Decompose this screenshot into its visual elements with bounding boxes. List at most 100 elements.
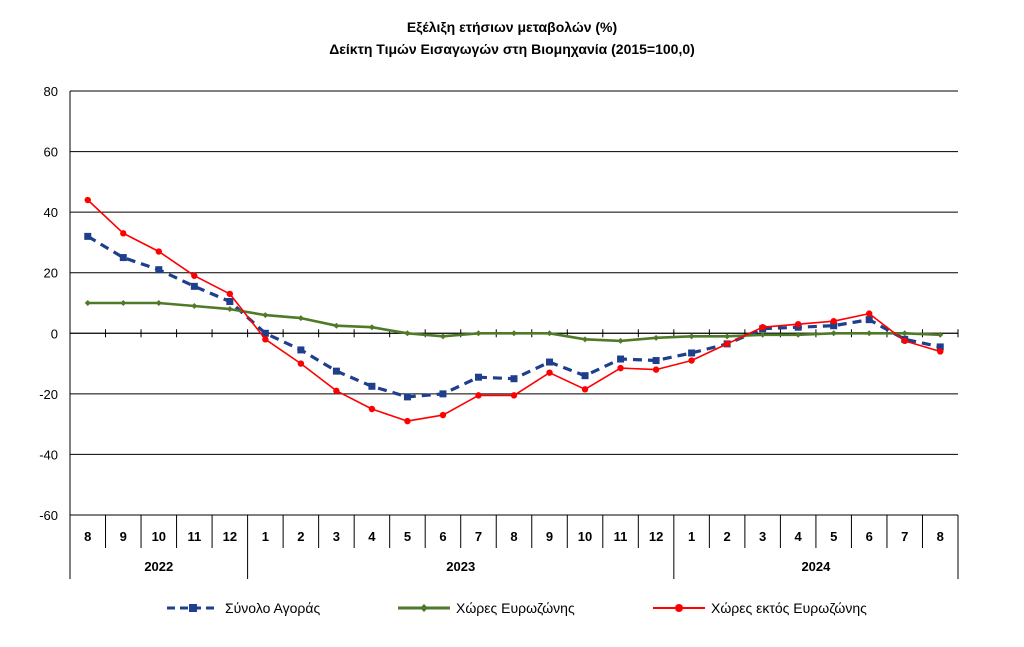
x-tick-label: 10 bbox=[152, 529, 166, 544]
data-point-eurozone bbox=[120, 300, 127, 306]
legend-swatch-non-eurozone bbox=[653, 604, 705, 612]
data-point-total-market bbox=[119, 254, 127, 262]
x-tick-label: 1 bbox=[262, 529, 269, 544]
data-point-non-eurozone bbox=[688, 357, 695, 364]
chart-title-block: Εξέλιξη ετήσιων μεταβολών (%) Δείκτη Τιμ… bbox=[0, 16, 1024, 60]
data-point-total-market bbox=[261, 329, 269, 337]
data-point-total-market bbox=[155, 266, 163, 274]
data-point-eurozone bbox=[759, 331, 766, 338]
data-point-non-eurozone bbox=[226, 290, 234, 298]
data-point-eurozone bbox=[866, 330, 873, 337]
data-point-total-market bbox=[546, 358, 554, 366]
data-point-total-market bbox=[581, 372, 589, 380]
x-tick-label: 2 bbox=[724, 529, 731, 544]
data-point-non-eurozone bbox=[262, 336, 269, 343]
data-point-non-eurozone bbox=[439, 411, 447, 419]
data-point-non-eurozone bbox=[510, 392, 518, 399]
data-point-non-eurozone bbox=[333, 387, 340, 395]
data-point-non-eurozone bbox=[404, 417, 411, 425]
x-tick-label: 4 bbox=[795, 529, 803, 544]
data-point-eurozone bbox=[795, 331, 802, 338]
data-point-eurozone bbox=[84, 300, 91, 306]
y-tick-label: 0 bbox=[51, 326, 58, 341]
data-point-total-market bbox=[190, 282, 198, 290]
legend-label-eurozone: Χώρες Ευρωζώνης bbox=[456, 600, 575, 616]
y-tick-label: 60 bbox=[44, 145, 58, 160]
chart-legend: Σύνολο Αγοράς Χώρες Ευρωζώνης Χώρες εκτό… bbox=[0, 600, 1024, 622]
year-label: 2024 bbox=[801, 559, 831, 574]
data-point-non-eurozone bbox=[581, 386, 589, 393]
data-point-total-market bbox=[652, 357, 660, 365]
year-label: 2022 bbox=[144, 559, 173, 574]
x-tick-label: 9 bbox=[546, 529, 553, 544]
data-point-non-eurozone bbox=[191, 272, 198, 279]
x-tick-label: 11 bbox=[614, 529, 628, 544]
legend-item-non-eurozone: Χώρες εκτός Ευρωζώνης bbox=[653, 600, 867, 616]
data-point-total-market bbox=[368, 382, 376, 390]
y-tick-label: -60 bbox=[39, 508, 58, 523]
data-point-total-market bbox=[617, 355, 625, 363]
data-point-non-eurozone bbox=[155, 248, 162, 255]
data-point-eurozone bbox=[511, 330, 517, 337]
x-tick-label: 11 bbox=[187, 529, 201, 544]
data-point-non-eurozone bbox=[901, 337, 908, 345]
data-point-eurozone bbox=[368, 324, 375, 331]
data-point-non-eurozone bbox=[297, 360, 305, 367]
y-tick-label: -20 bbox=[39, 387, 58, 402]
data-point-eurozone bbox=[333, 322, 340, 329]
data-point-total-market bbox=[474, 373, 482, 381]
data-point-non-eurozone bbox=[830, 317, 837, 325]
legend-label-non-eurozone: Χώρες εκτός Ευρωζώνης bbox=[711, 600, 867, 616]
x-tick-label: 2 bbox=[297, 529, 304, 544]
data-point-eurozone bbox=[901, 330, 908, 337]
legend-item-eurozone: Χώρες Ευρωζώνης bbox=[398, 600, 575, 616]
y-tick-label: -40 bbox=[39, 447, 58, 462]
data-point-non-eurozone bbox=[866, 310, 873, 317]
x-tick-label: 9 bbox=[120, 529, 127, 544]
data-point-total-market bbox=[332, 367, 340, 375]
data-point-eurozone bbox=[262, 312, 269, 319]
x-tick-label: 1 bbox=[688, 529, 695, 544]
data-point-non-eurozone bbox=[617, 364, 624, 372]
data-point-eurozone bbox=[439, 333, 446, 340]
x-tick-label: 12 bbox=[223, 529, 237, 544]
x-tick-label: 7 bbox=[901, 529, 908, 544]
legend-label-total-market: Σύνολο Αγοράς bbox=[225, 600, 321, 616]
data-point-non-eurozone bbox=[652, 366, 660, 373]
data-point-eurozone bbox=[617, 337, 624, 344]
data-point-eurozone bbox=[653, 334, 660, 341]
x-tick-label: 8 bbox=[84, 529, 91, 544]
data-point-non-eurozone bbox=[546, 369, 553, 376]
x-tick-label: 12 bbox=[649, 529, 663, 544]
series-line-non-eurozone bbox=[87, 199, 941, 422]
x-tick-label: 10 bbox=[578, 529, 592, 544]
data-point-total-market bbox=[439, 390, 447, 398]
y-tick-label: 40 bbox=[44, 205, 58, 220]
data-point-non-eurozone bbox=[794, 321, 802, 328]
data-point-total-market bbox=[936, 343, 944, 351]
data-point-eurozone bbox=[937, 331, 944, 338]
data-point-eurozone bbox=[582, 336, 589, 343]
data-point-eurozone bbox=[688, 333, 695, 340]
data-point-eurozone bbox=[475, 330, 482, 337]
data-point-eurozone bbox=[546, 330, 553, 337]
x-tick-label: 4 bbox=[368, 529, 376, 544]
data-point-total-market bbox=[865, 316, 873, 324]
data-point-total-market bbox=[830, 322, 838, 330]
data-point-total-market bbox=[510, 375, 518, 383]
data-point-total-market bbox=[226, 297, 234, 305]
legend-swatch-total-market bbox=[167, 604, 219, 612]
data-point-eurozone bbox=[724, 333, 731, 340]
data-point-eurozone bbox=[226, 306, 233, 313]
data-point-non-eurozone bbox=[84, 196, 91, 204]
x-tick-label: 3 bbox=[759, 529, 766, 544]
y-tick-label: 20 bbox=[44, 266, 58, 281]
y-tick-label: 80 bbox=[44, 84, 58, 99]
data-point-non-eurozone bbox=[723, 340, 731, 348]
data-point-eurozone bbox=[191, 303, 198, 310]
x-tick-label: 5 bbox=[404, 529, 411, 544]
chart-title: Εξέλιξη ετήσιων μεταβολών (%) bbox=[406, 19, 618, 35]
data-point-non-eurozone bbox=[759, 324, 766, 331]
data-point-non-eurozone bbox=[937, 348, 944, 355]
x-tick-label: 6 bbox=[439, 529, 446, 544]
